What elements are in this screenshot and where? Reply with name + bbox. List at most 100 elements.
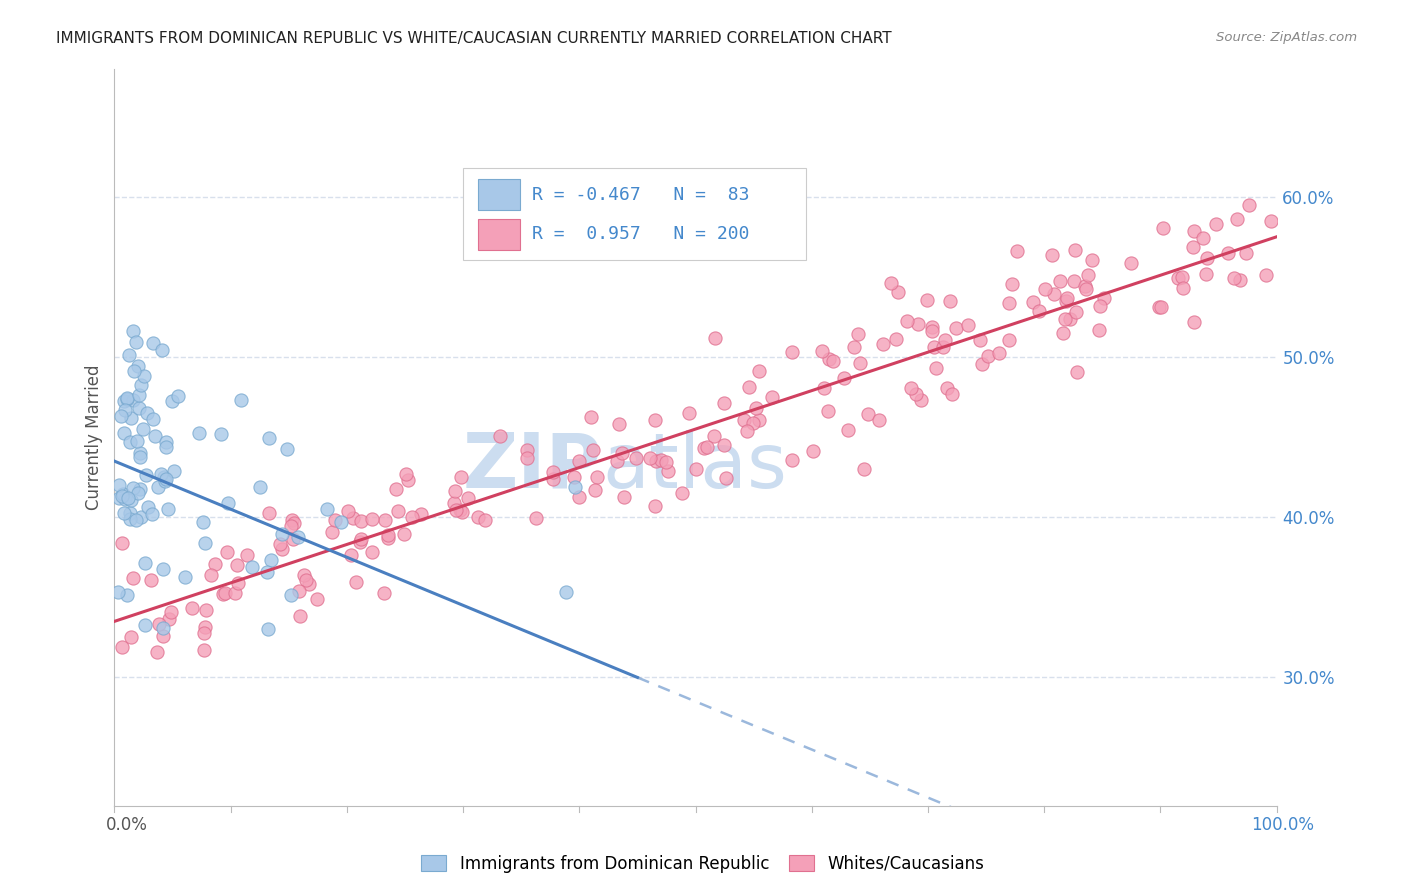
Text: R = -0.467   N =  83: R = -0.467 N = 83 [531,186,749,203]
Point [231,393,253,408]
Point [373,586,395,600]
Point [121,324,143,338]
Point [146,645,169,659]
Point [193,626,215,640]
Point [281,533,304,547]
Point [217,496,239,510]
Point [150,343,173,357]
Point [748,413,770,427]
Point [115,391,138,405]
Point [111,489,134,503]
Point [1059,311,1081,326]
Point [127,359,149,373]
Point [294,573,316,587]
Point [1028,303,1050,318]
Point [134,617,156,632]
Point [115,392,138,406]
Point [1223,270,1246,285]
Point [1260,213,1282,227]
Point [606,454,628,468]
Point [150,467,173,481]
Point [693,441,716,455]
Point [1149,301,1171,315]
Point [110,409,132,423]
Point [134,368,156,383]
Point [256,565,278,579]
Point [1216,245,1239,260]
Point [136,500,159,514]
Point [1152,221,1174,235]
Point [1040,248,1063,262]
Point [444,483,467,498]
Point [349,535,371,549]
Point [935,381,957,395]
Point [120,630,142,644]
Point [848,326,870,341]
Point [226,558,249,573]
Text: IMMIGRANTS FROM DOMINICAN REPUBLIC VS WHITE/CAUCASIAN CURRENTLY MARRIED CORRELAT: IMMIGRANTS FROM DOMINICAN REPUBLIC VS WH… [56,31,891,46]
Point [112,506,135,520]
Point [748,363,770,377]
Point [124,513,146,527]
Point [1226,211,1249,226]
Point [555,585,578,599]
Point [114,491,136,506]
Point [152,621,174,635]
Point [872,337,894,351]
Point [200,567,222,582]
Point [1090,299,1112,313]
Point [236,548,259,562]
Point [742,416,765,430]
Y-axis label: Currently Married: Currently Married [86,364,103,510]
Point [607,417,630,432]
Point [385,482,408,496]
Point [148,616,170,631]
Point [321,525,343,540]
Point [361,545,384,559]
Point [817,403,839,417]
Point [925,361,948,376]
Point [411,507,433,521]
Point [1066,365,1088,379]
Point [257,431,280,445]
Point [1022,295,1045,310]
Point [128,445,150,459]
Point [644,499,666,513]
Point [1077,268,1099,283]
Point [1064,243,1087,257]
Point [114,394,136,409]
Point [160,606,183,620]
Point [972,357,994,371]
Point [340,548,363,562]
Point [1182,240,1205,254]
Point [260,553,283,567]
Point [450,505,472,519]
Point [155,435,177,450]
Point [1081,252,1104,267]
Point [108,491,131,505]
Point [114,403,136,417]
Point [374,513,396,527]
Text: Source: ZipAtlas.com: Source: ZipAtlas.com [1216,31,1357,45]
Point [269,536,291,550]
Text: ZIP: ZIP [463,430,603,504]
Point [152,562,174,576]
Point [212,586,235,600]
Point [821,353,844,368]
Point [287,531,309,545]
Point [141,508,163,522]
Point [1192,231,1215,245]
Point [290,608,312,623]
Point [111,487,134,501]
Point [818,352,841,367]
Point [142,335,165,350]
Point [1052,326,1074,340]
Legend: Immigrants from Dominican Republic, Whites/Caucasians: Immigrants from Dominican Republic, Whit… [415,848,991,880]
Point [180,601,202,615]
Point [934,333,956,347]
Point [650,452,672,467]
Point [118,348,141,362]
Point [921,324,943,338]
Point [330,515,353,529]
Point [1076,282,1098,296]
